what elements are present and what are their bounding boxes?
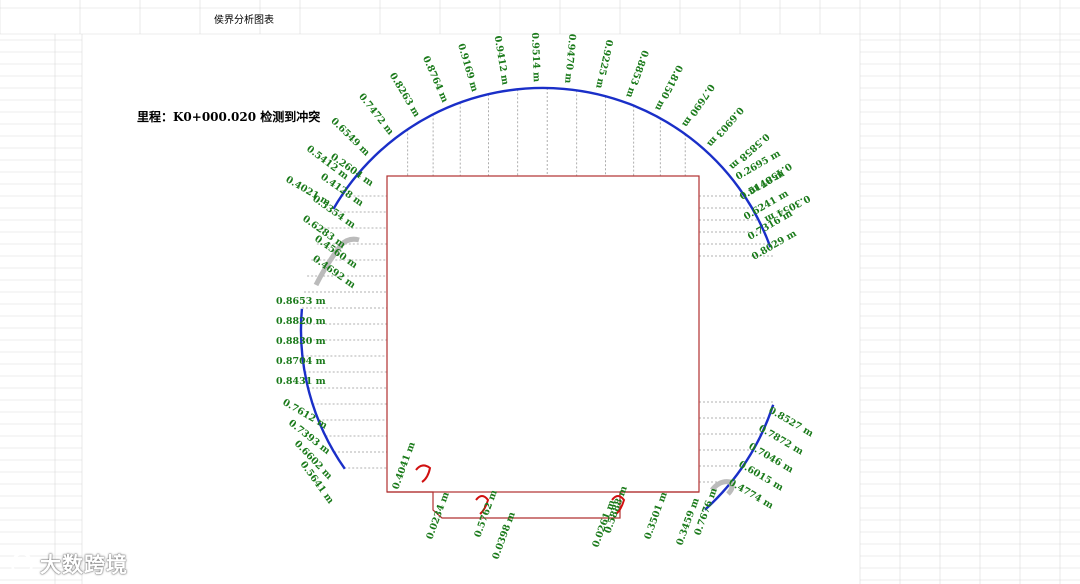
left-vertical-measure-label: 0.8820 m: [276, 316, 326, 327]
bottom-measure-label: 0.5762 m: [472, 489, 499, 539]
top-measure-label: 0.7472 m: [356, 91, 395, 137]
clearance-arc-right: [704, 404, 775, 511]
top-measure-label: 0.9169 m: [455, 42, 480, 93]
top-measure-label: 0.9514 m: [529, 32, 542, 82]
left-vertical-measure-label: 0.8704 m: [276, 356, 326, 367]
clearance-arc-left: [299, 308, 346, 470]
structure-base: [387, 491, 699, 519]
top-measure-label: 0.7690 m: [679, 82, 716, 129]
top-measure-label: 0.8764 m: [420, 54, 450, 104]
scan-point-cluster-right: [710, 479, 735, 496]
scan-point-cluster: [313, 236, 360, 287]
brand-logo-icon: [10, 552, 34, 576]
sheet-title: 侯界分析图表: [214, 15, 274, 26]
top-measure-label: 0.9225 m: [593, 38, 614, 89]
top-measure-label: 0.9470 m: [562, 33, 577, 83]
conflict-marker-left: [415, 464, 432, 483]
left-vertical-measure-label: 0.8830 m: [276, 336, 326, 347]
top-measure-label: 0.6903 m: [704, 104, 745, 149]
watermark-text: 大数跨境: [40, 553, 128, 577]
mileage-status: 里程：K0+000.020 检测到冲突: [137, 110, 321, 124]
bottom-measure-label: 0.4041 m: [390, 441, 417, 491]
top-measure-label: 0.8853 m: [623, 49, 650, 100]
measurement-lines: [301, 88, 774, 483]
top-measure-label: 0.8263 m: [387, 71, 422, 119]
structure-outline: [386, 175, 700, 493]
top-measure-label: 0.9412 m: [492, 35, 511, 86]
clearance-arc-top: [332, 86, 772, 248]
bottom-measure-label: 0.3501 m: [642, 491, 669, 541]
left-vertical-measure-label: 0.8653 m: [276, 296, 326, 307]
conflict-marker-mid: [475, 495, 490, 515]
watermark: 大数跨境: [10, 549, 128, 579]
bottom-measure-label: 0.0234 m: [424, 491, 451, 541]
measurement-labels: 0.4021 m0.5412 m0.6549 m0.7472 m0.8263 m…: [276, 32, 815, 561]
conflict-marker-right: [611, 495, 626, 515]
top-measure-label: 0.8150 m: [652, 63, 684, 112]
left-vertical-measure-label: 0.8431 m: [276, 376, 326, 387]
